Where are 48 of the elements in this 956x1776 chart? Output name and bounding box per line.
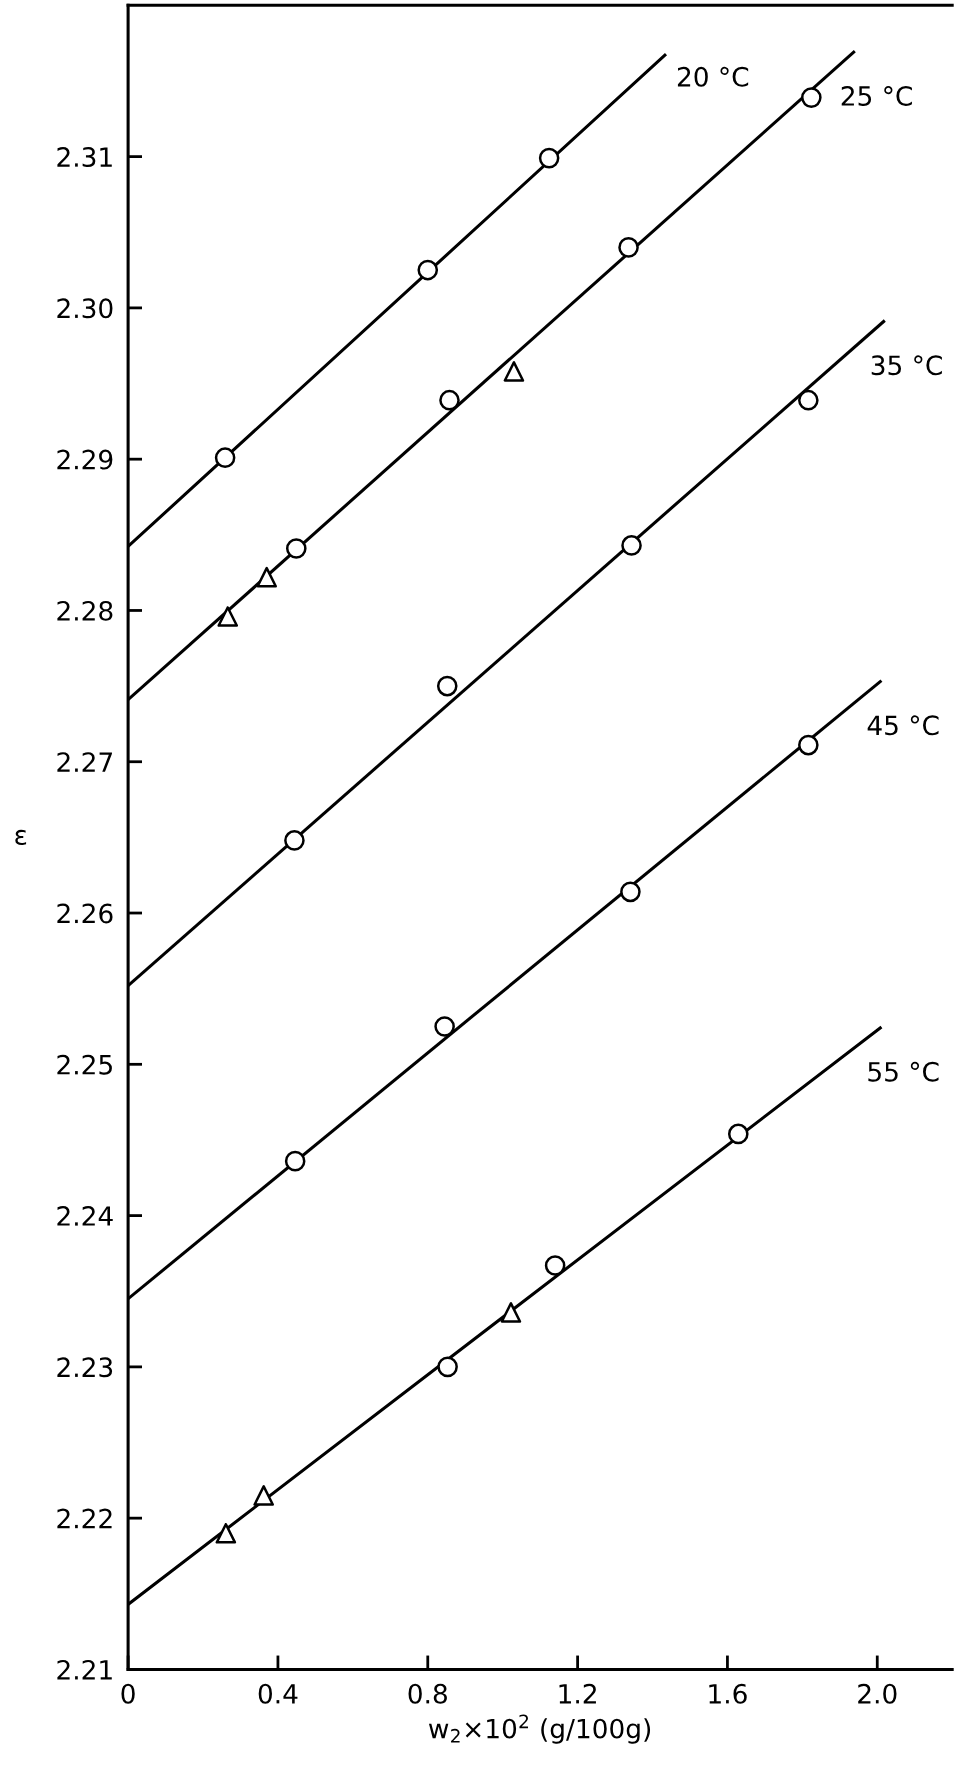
x-tick-label: 1.6 <box>709 1683 747 1704</box>
y-tick-label: 2.28 <box>57 600 113 621</box>
point <box>215 1522 237 1544</box>
series-label: 20 °C <box>677 66 749 87</box>
point <box>256 566 277 588</box>
point <box>503 361 525 382</box>
point <box>538 147 560 169</box>
y-tick-label: 2.23 <box>57 1357 113 1378</box>
point <box>620 881 641 903</box>
point <box>285 538 307 559</box>
point <box>801 87 822 108</box>
x-tick-label: 2.0 <box>858 1683 897 1704</box>
y-tick-label: 2.31 <box>57 147 112 168</box>
point <box>437 1356 458 1378</box>
y-axis-title: ε <box>15 829 27 846</box>
point <box>284 830 305 851</box>
series-label: 35 °C <box>871 355 942 376</box>
point <box>798 734 819 756</box>
series-label: 25 °C <box>841 86 912 106</box>
series-label: 45 °C <box>867 715 939 736</box>
y-tick-label: 2.30 <box>57 298 113 319</box>
point <box>434 1016 455 1037</box>
point <box>284 1150 306 1172</box>
point <box>439 389 460 411</box>
x-tick-label: 0 <box>121 1683 135 1704</box>
x-tick-label: 0.8 <box>408 1683 447 1704</box>
y-tick-label: 2.26 <box>57 903 113 924</box>
point <box>214 447 236 468</box>
point <box>618 237 639 258</box>
y-tick-label: 2.22 <box>57 1508 112 1529</box>
x-axis-title: w$_{2}$×10$^{2}$ (g/100g) <box>428 1714 651 1744</box>
point <box>544 1255 566 1276</box>
point <box>621 535 642 556</box>
series-label: 55 °C <box>868 1061 939 1082</box>
point <box>727 1123 749 1145</box>
y-tick-label: 2.21 <box>57 1659 112 1680</box>
y-tick-label: 2.25 <box>57 1054 112 1075</box>
x-tick-label: 0.4 <box>258 1683 298 1704</box>
x-tick-label: 1.2 <box>559 1683 596 1704</box>
point <box>436 675 458 697</box>
y-tick-label: 2.24 <box>57 1206 113 1226</box>
point <box>798 389 819 411</box>
point <box>217 606 239 627</box>
point <box>253 1485 275 1506</box>
y-tick-label: 2.27 <box>57 752 112 772</box>
point <box>417 259 439 281</box>
y-tick-label: 2.29 <box>57 449 113 470</box>
point <box>500 1302 522 1323</box>
